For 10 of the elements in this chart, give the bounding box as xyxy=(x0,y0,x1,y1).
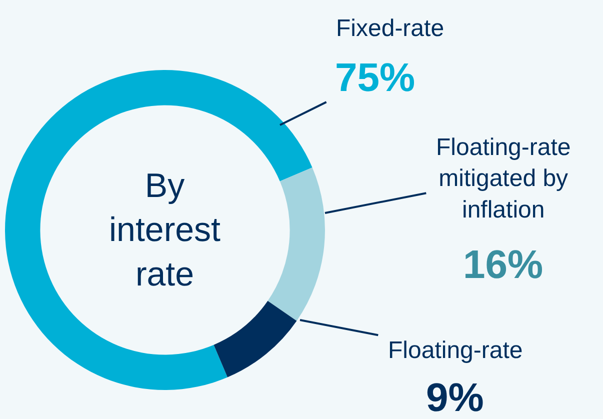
donut-slice xyxy=(214,300,297,378)
data-label: 9% xyxy=(426,376,484,419)
data-label: 75% xyxy=(335,56,416,100)
donut-slice xyxy=(268,167,325,321)
slice-label: Floating-rate xyxy=(388,337,523,364)
slice-label: Fixed-rate xyxy=(336,15,444,42)
text: By interest rate xyxy=(109,167,222,294)
donut-slice xyxy=(5,70,312,390)
slice-label: Floating-rate mitigated by inflation xyxy=(436,134,571,224)
data-label: 16% xyxy=(463,243,544,287)
